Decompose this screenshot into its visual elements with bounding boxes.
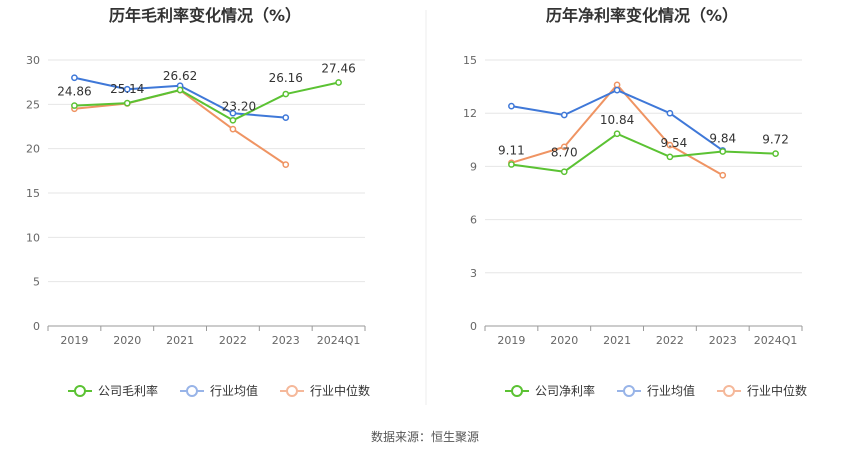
y-tick-label: 6	[470, 214, 477, 227]
y-tick-label: 0	[33, 320, 40, 333]
data-point	[71, 102, 78, 109]
data-label: 26.16	[269, 71, 303, 85]
x-tick-label: 2021	[166, 334, 194, 347]
data-label: 27.46	[321, 62, 355, 76]
data-point	[282, 114, 290, 121]
legend-entry: 公司净利率	[535, 383, 595, 398]
data-point	[560, 111, 568, 119]
x-tick-label: 2020	[113, 334, 141, 347]
y-tick-label: 30	[26, 54, 40, 67]
y-tick-label: 3	[470, 267, 477, 280]
data-point	[719, 171, 727, 179]
x-tick-label: 2020	[550, 334, 578, 347]
data-point	[229, 116, 237, 124]
x-tick-label: 2023	[709, 334, 737, 347]
data-label: 9.72	[762, 133, 789, 147]
data-point	[508, 161, 515, 168]
data-label: 26.62	[163, 69, 197, 83]
y-tick-label: 5	[33, 276, 40, 289]
legend-swatch-marker	[623, 385, 635, 397]
y-tick-label: 20	[26, 143, 40, 156]
data-label: 8.70	[551, 146, 578, 160]
legend-entry: 行业中位数	[747, 383, 807, 398]
data-point	[282, 161, 290, 168]
x-tick-label: 2022	[656, 334, 684, 347]
data-label: 23.20	[222, 99, 256, 113]
series-line-0	[511, 132, 776, 173]
x-tick-label: 2019	[497, 334, 525, 347]
legend-swatch-marker	[723, 385, 735, 397]
data-point	[613, 86, 621, 94]
y-tick-label: 12	[463, 107, 477, 120]
series-line-2	[511, 83, 724, 177]
data-point	[613, 81, 621, 89]
y-tick-label: 0	[470, 320, 477, 333]
legend-swatch-marker	[286, 385, 298, 397]
data-label: 9.84	[709, 132, 736, 146]
data-point	[71, 74, 78, 82]
x-tick-label: 2019	[60, 334, 88, 347]
x-tick-label: 2022	[219, 334, 247, 347]
y-tick-label: 15	[463, 54, 477, 67]
data-point	[335, 79, 342, 86]
chart-title-1: 历年毛利率变化情况（%）	[109, 6, 301, 25]
data-label: 9.11	[498, 143, 525, 157]
x-tick-label: 2021	[603, 334, 631, 347]
legend-entry: 行业中位数	[310, 383, 370, 398]
data-label: 25.14	[110, 82, 144, 96]
y-tick-label: 10	[26, 231, 40, 244]
data-point	[123, 85, 131, 93]
data-point	[666, 153, 674, 161]
data-point	[666, 109, 674, 117]
y-tick-label: 9	[470, 160, 477, 173]
x-tick-label: 2024Q1	[317, 334, 361, 347]
source-note: 数据来源：恒生聚源	[370, 430, 479, 444]
series-line-0	[74, 81, 339, 122]
data-point	[560, 143, 568, 151]
data-point	[123, 99, 131, 107]
y-tick-label: 15	[26, 187, 40, 200]
legend-swatch-marker	[511, 385, 523, 397]
data-point	[719, 148, 727, 155]
data-point	[613, 130, 621, 138]
x-tick-label: 2024Q1	[754, 334, 798, 347]
legend-entry: 公司毛利率	[98, 383, 158, 398]
data-point	[560, 168, 568, 176]
data-point	[666, 141, 674, 149]
data-point	[229, 125, 237, 133]
data-point	[508, 102, 515, 110]
data-label: 24.86	[57, 85, 91, 99]
data-point	[772, 150, 779, 157]
data-label: 9.54	[661, 136, 688, 150]
data-label: 10.84	[600, 113, 634, 127]
legend-swatch-marker	[186, 385, 198, 397]
data-point	[282, 90, 290, 98]
legend-swatch-marker	[74, 385, 86, 397]
x-tick-label: 2023	[272, 334, 300, 347]
legend-entry: 行业均值	[647, 383, 695, 398]
chart-title-2: 历年净利率变化情况（%）	[546, 6, 738, 25]
legend-entry: 行业均值	[210, 383, 258, 398]
data-point	[229, 109, 237, 117]
y-tick-label: 25	[26, 98, 40, 111]
data-point	[176, 86, 184, 94]
